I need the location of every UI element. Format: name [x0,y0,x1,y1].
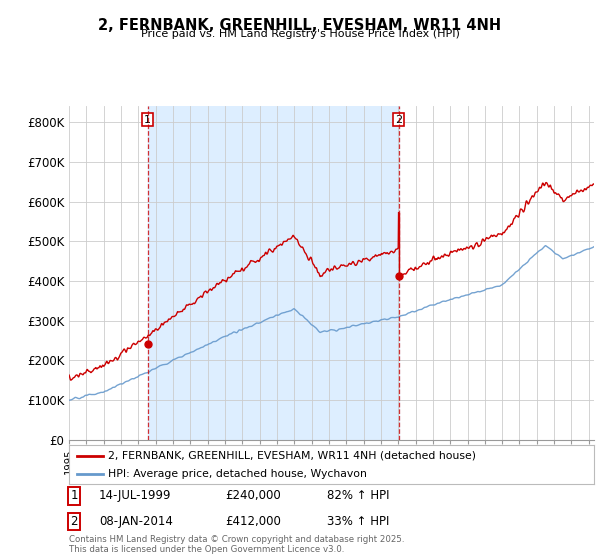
Text: Contains HM Land Registry data © Crown copyright and database right 2025.
This d: Contains HM Land Registry data © Crown c… [69,535,404,554]
Text: 2, FERNBANK, GREENHILL, EVESHAM, WR11 4NH: 2, FERNBANK, GREENHILL, EVESHAM, WR11 4N… [98,18,502,33]
Text: 2: 2 [395,115,402,125]
Text: Price paid vs. HM Land Registry's House Price Index (HPI): Price paid vs. HM Land Registry's House … [140,29,460,39]
Text: 2: 2 [70,515,78,528]
Text: 08-JAN-2014: 08-JAN-2014 [99,515,173,528]
Text: 2, FERNBANK, GREENHILL, EVESHAM, WR11 4NH (detached house): 2, FERNBANK, GREENHILL, EVESHAM, WR11 4N… [109,451,476,461]
Text: £240,000: £240,000 [225,489,281,502]
Text: HPI: Average price, detached house, Wychavon: HPI: Average price, detached house, Wych… [109,469,367,479]
Bar [148,106,399,440]
Text: 33% ↑ HPI: 33% ↑ HPI [327,515,389,528]
Text: £412,000: £412,000 [225,515,281,528]
Text: 1: 1 [70,489,78,502]
Text: 82% ↑ HPI: 82% ↑ HPI [327,489,389,502]
Text: 14-JUL-1999: 14-JUL-1999 [99,489,172,502]
Text: 1: 1 [144,115,151,125]
